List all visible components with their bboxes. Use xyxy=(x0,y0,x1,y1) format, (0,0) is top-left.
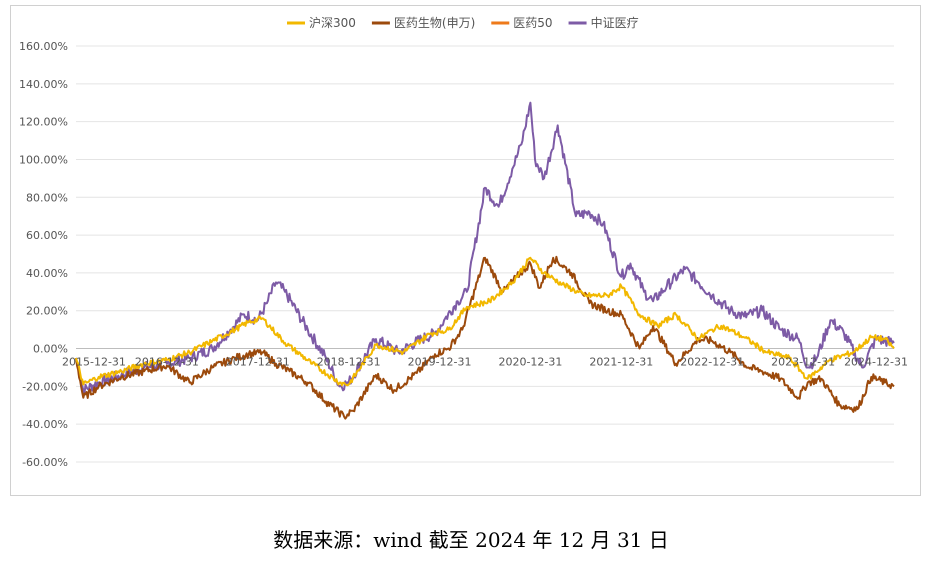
x-tick-label: 2021-12-31 xyxy=(589,356,653,369)
y-axis-ticks: 160.00% 140.00% 120.00% 100.00% 80.00% 60.00%… xyxy=(19,40,68,469)
y-tick-label: 160.00% xyxy=(19,40,68,53)
y-tick-label: -20.00% xyxy=(22,380,68,393)
legend-label: 医药生物(申万) xyxy=(394,16,475,30)
legend-label: 医药50 xyxy=(513,16,552,30)
x-tick-label: 2023-12-31 xyxy=(771,356,835,369)
y-tick-label: -60.00% xyxy=(22,456,68,469)
x-tick-label: 2020-12-31 xyxy=(498,356,562,369)
y-tick-label: 120.00% xyxy=(19,116,68,129)
x-tick-label: 2016-12-31 xyxy=(135,356,199,369)
x-tick-label: 2015-12-31 xyxy=(62,356,126,369)
y-tick-label: 0.00% xyxy=(33,343,68,356)
x-tick-label: 2018-12-31 xyxy=(317,356,381,369)
series-line-1 xyxy=(75,255,895,420)
series-lines xyxy=(75,101,895,420)
legend: 沪深300 医药生物(申万) 医药50 中证医疗 xyxy=(287,15,639,30)
legend-label: 沪深300 xyxy=(309,16,356,30)
x-tick-label: 2022-12-31 xyxy=(680,356,744,369)
source-footnote: 数据来源：wind 截至 2024 年 12 月 31 日 xyxy=(273,528,669,552)
x-tick-label: 2024-12-31 xyxy=(844,356,908,369)
grid-lines xyxy=(76,45,894,463)
y-tick-label: 60.00% xyxy=(26,229,68,242)
x-tick-label: 2017-12-31 xyxy=(226,356,290,369)
y-tick-label: 100.00% xyxy=(19,153,68,166)
y-tick-label: 140.00% xyxy=(19,78,68,91)
x-tick-label: 2019-12-31 xyxy=(408,356,472,369)
series-line-3 xyxy=(75,101,895,396)
y-tick-label: 40.00% xyxy=(26,267,68,280)
legend-label: 中证医疗 xyxy=(591,15,639,30)
y-tick-label: 80.00% xyxy=(26,191,68,204)
x-axis-ticks: 2015-12-31 2016-12-31 2017-12-31 2018-12-31… xyxy=(62,356,908,369)
series-line-0 xyxy=(75,256,895,387)
y-tick-label: -40.00% xyxy=(22,418,68,431)
line-chart: 160.00% 140.00% 120.00% 100.00% 80.00% 60.00%… xyxy=(19,15,908,469)
y-tick-label: 20.00% xyxy=(26,305,68,318)
chart-frame: 160.00% 140.00% 120.00% 100.00% 80.00% 60.00%… xyxy=(10,5,921,496)
